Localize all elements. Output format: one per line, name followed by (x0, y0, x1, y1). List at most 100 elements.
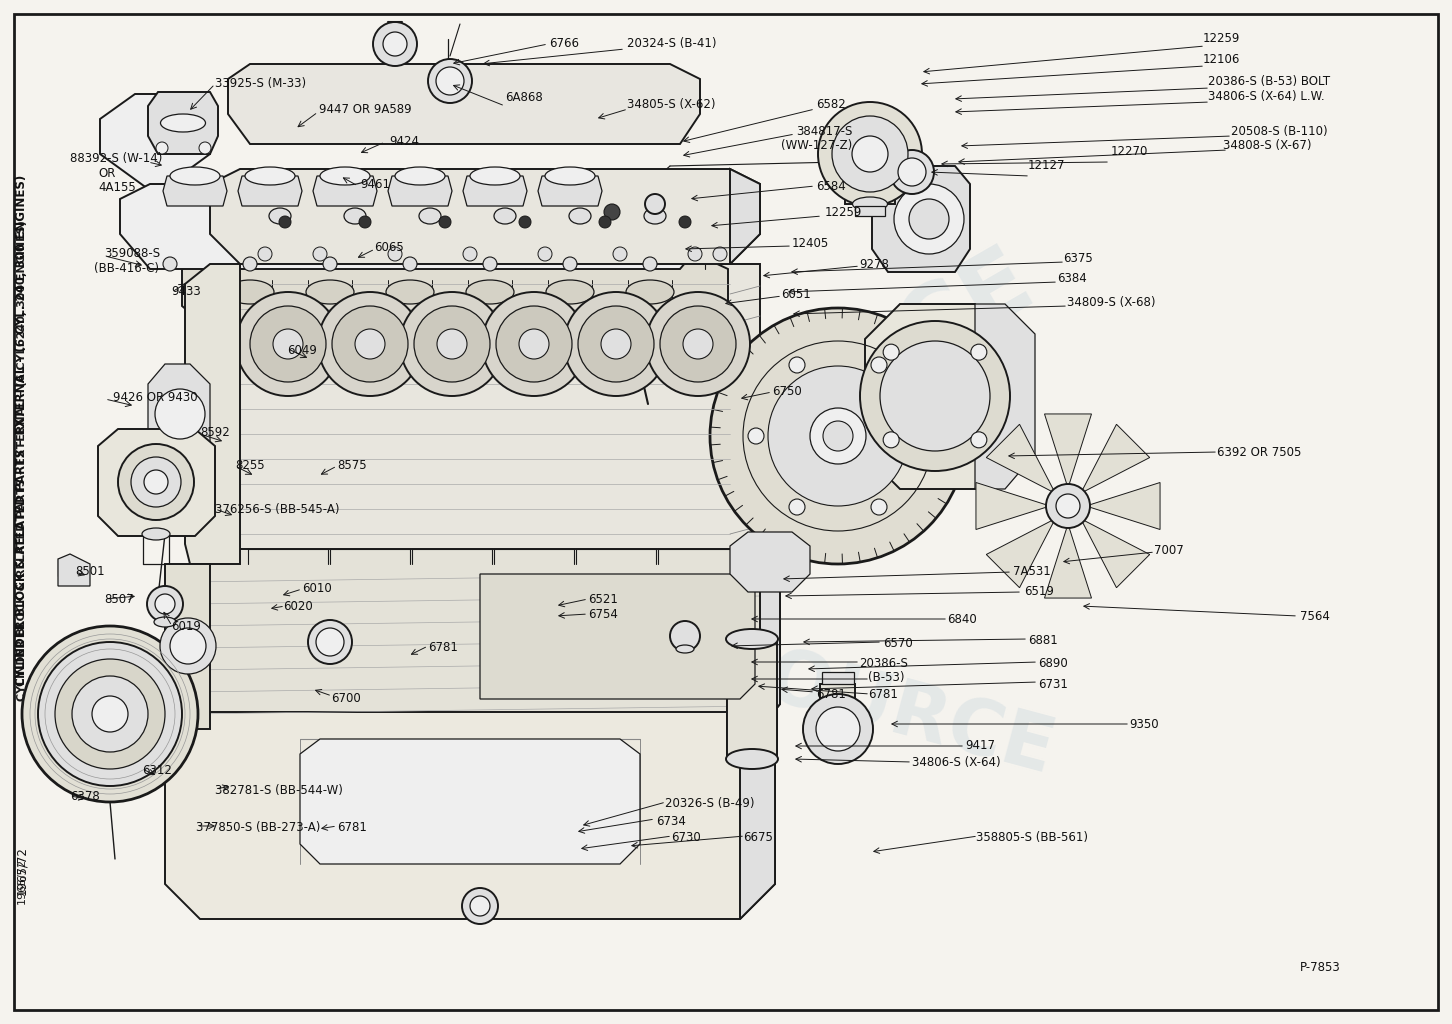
Polygon shape (873, 166, 970, 272)
Polygon shape (1044, 414, 1092, 488)
Circle shape (383, 32, 407, 56)
Polygon shape (730, 169, 759, 264)
Text: 8575: 8575 (337, 460, 366, 472)
Polygon shape (148, 364, 211, 464)
Text: 9426 OR 9430: 9426 OR 9430 (113, 391, 197, 403)
Circle shape (823, 421, 852, 451)
Circle shape (645, 194, 665, 214)
Text: 376256-S (BB-545-A): 376256-S (BB-545-A) (215, 504, 340, 516)
Text: 7564: 7564 (1300, 610, 1330, 623)
Text: CYLINDER BLOCK & RELATED PARTS – EXTERNAL – (6 CYL. 240, 300 ENGINES): CYLINDER BLOCK & RELATED PARTS – EXTERNA… (17, 220, 28, 701)
Text: 6519: 6519 (1024, 586, 1054, 598)
Circle shape (258, 247, 272, 261)
Text: 9447 OR 9A589: 9447 OR 9A589 (319, 103, 412, 116)
Text: 6010: 6010 (302, 583, 331, 595)
Circle shape (242, 257, 257, 271)
Circle shape (604, 204, 620, 220)
Text: 6065: 6065 (375, 242, 404, 254)
Text: 12106: 12106 (1202, 53, 1240, 66)
Circle shape (883, 344, 899, 360)
Bar (822, 672, 854, 684)
Circle shape (155, 389, 205, 439)
Ellipse shape (395, 167, 444, 185)
Circle shape (317, 628, 344, 656)
Circle shape (539, 247, 552, 261)
Polygon shape (1086, 482, 1160, 529)
Ellipse shape (306, 280, 354, 304)
Polygon shape (741, 705, 775, 919)
Bar (855, 206, 886, 216)
Text: 34806-S (X-64) L.W.: 34806-S (X-64) L.W. (1208, 90, 1324, 102)
Text: 20508-S (B-110): 20508-S (B-110) (1231, 125, 1329, 137)
Ellipse shape (726, 749, 778, 769)
Circle shape (883, 432, 899, 447)
Ellipse shape (466, 280, 514, 304)
Circle shape (237, 292, 340, 396)
Text: 6734: 6734 (656, 815, 687, 827)
Circle shape (1056, 494, 1080, 518)
Text: 6019: 6019 (171, 621, 202, 633)
Text: THE 67 SOURCE: THE 67 SOURCE (258, 474, 845, 796)
Circle shape (414, 306, 489, 382)
Circle shape (894, 184, 964, 254)
Text: 6781: 6781 (868, 688, 899, 700)
Circle shape (897, 158, 926, 186)
Circle shape (399, 292, 504, 396)
Ellipse shape (386, 280, 434, 304)
Circle shape (38, 642, 182, 786)
Circle shape (482, 292, 587, 396)
Text: 34808-S (X-67): 34808-S (X-67) (1223, 139, 1311, 152)
Circle shape (613, 247, 627, 261)
Text: 1965/72: 1965/72 (16, 846, 29, 895)
Text: 6570: 6570 (883, 637, 912, 649)
Polygon shape (865, 304, 1005, 489)
Polygon shape (182, 256, 727, 329)
Circle shape (601, 329, 632, 359)
Circle shape (462, 888, 498, 924)
Circle shape (971, 344, 987, 360)
Text: 4A155: 4A155 (99, 181, 136, 194)
Circle shape (333, 306, 408, 382)
Ellipse shape (626, 280, 674, 304)
Text: THE 67 SOURCE: THE 67 SOURCE (257, 236, 1050, 748)
Polygon shape (100, 94, 211, 194)
Text: 9433: 9433 (171, 286, 200, 298)
Polygon shape (228, 63, 700, 144)
Polygon shape (148, 92, 218, 154)
Text: 6750: 6750 (772, 385, 802, 397)
Bar (727, 639, 777, 759)
Polygon shape (301, 739, 640, 864)
Text: 377850-S (BB-273-A): 377850-S (BB-273-A) (196, 821, 321, 834)
Text: 12259: 12259 (825, 207, 862, 219)
Polygon shape (986, 424, 1056, 494)
Circle shape (308, 620, 351, 664)
Text: 6582: 6582 (816, 98, 845, 111)
Bar (820, 684, 855, 729)
Polygon shape (463, 176, 527, 206)
Circle shape (518, 216, 531, 228)
Polygon shape (97, 429, 215, 536)
Ellipse shape (227, 280, 274, 304)
Text: (BB-416-C): (BB-416-C) (94, 262, 160, 274)
Circle shape (484, 257, 497, 271)
Text: 6766: 6766 (549, 37, 579, 49)
Text: 9461: 9461 (360, 178, 391, 190)
Text: 6384: 6384 (1057, 272, 1086, 285)
Circle shape (578, 306, 653, 382)
Ellipse shape (170, 167, 221, 185)
Circle shape (118, 444, 195, 520)
Text: 6840: 6840 (947, 613, 976, 626)
Text: 6781: 6781 (337, 821, 367, 834)
Text: 8507: 8507 (105, 593, 134, 605)
Text: 6A868: 6A868 (505, 91, 543, 103)
Circle shape (563, 292, 668, 396)
Text: 7007: 7007 (1154, 545, 1183, 557)
Circle shape (131, 457, 182, 507)
Polygon shape (845, 154, 894, 204)
Circle shape (73, 676, 148, 752)
Text: 8501: 8501 (76, 565, 105, 578)
Text: (WW-127-Z): (WW-127-Z) (781, 139, 852, 152)
Circle shape (748, 428, 764, 444)
Circle shape (199, 142, 211, 154)
Text: 20386-S: 20386-S (860, 657, 909, 670)
